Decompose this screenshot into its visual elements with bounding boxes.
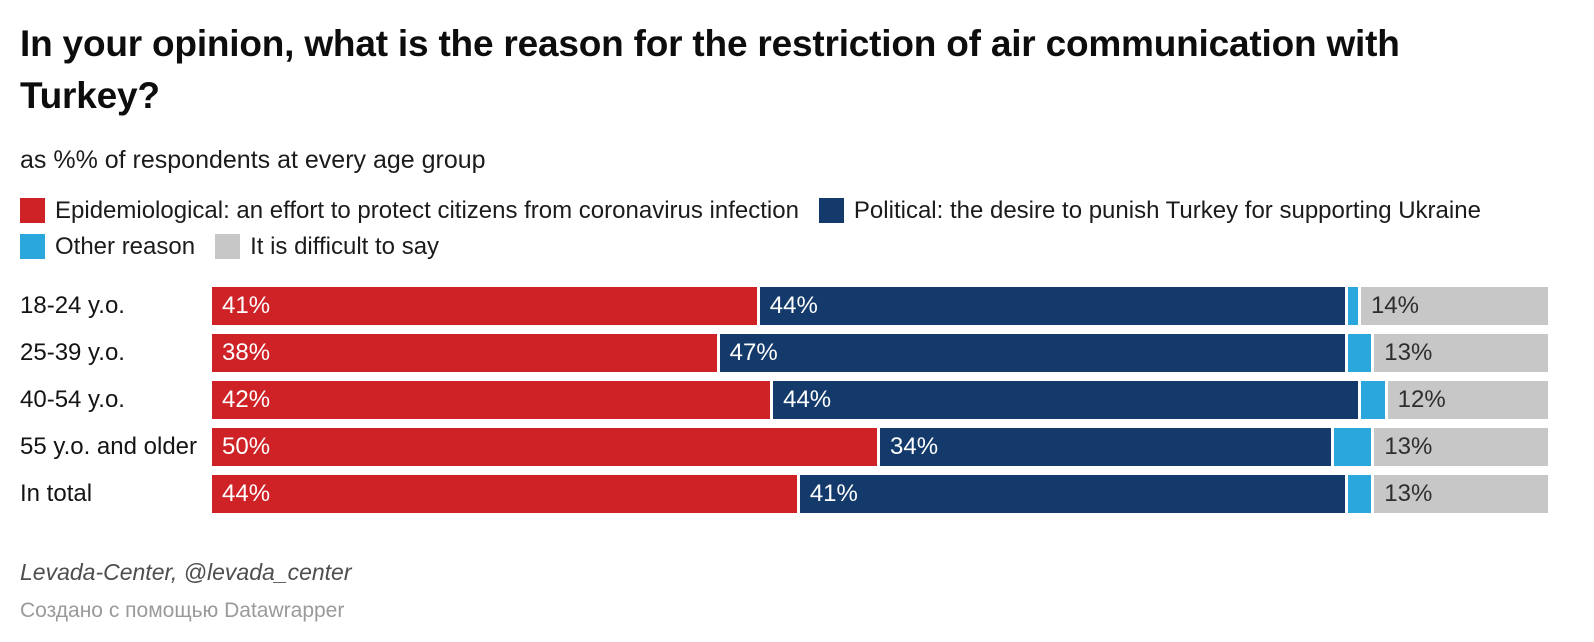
- segment-value-label: 13%: [1384, 479, 1433, 507]
- legend-swatch-icon: [20, 234, 45, 260]
- segment-value-label: 13%: [1384, 338, 1433, 366]
- legend-label: Other reason: [55, 232, 196, 260]
- bar-segment: 41%: [212, 286, 757, 325]
- chart-row: In total 44% 41% 13%: [20, 474, 1574, 513]
- row-label: 25-39 y.o.: [20, 338, 125, 366]
- source-note: Levada-Center, @levada_center: [20, 558, 352, 585]
- legend-label: Epidemiological: an effort to protect ci…: [55, 196, 799, 224]
- bar-segment: [1347, 286, 1358, 325]
- segment-value-label: 41%: [222, 291, 271, 319]
- legend-item-1: Political: the desire to punish Turkey f…: [818, 196, 1481, 225]
- segment-value-label: 50%: [222, 432, 271, 460]
- bar-segment: [1360, 380, 1385, 419]
- segment-value-label: 34%: [890, 432, 939, 460]
- row-label: 18-24 y.o.: [20, 291, 125, 319]
- bar-segment: 13%: [1374, 427, 1548, 466]
- row-label: 55 y.o. and older: [20, 432, 198, 460]
- segment-value-label: 47%: [729, 338, 778, 366]
- legend-swatch-icon: [215, 234, 241, 260]
- segment-value-label: 14%: [1370, 291, 1419, 319]
- bar-segment: 13%: [1374, 474, 1548, 513]
- bar-segment: 47%: [719, 333, 1345, 372]
- chart-row: 55 y.o. and older 50% 34% 13%: [20, 427, 1574, 466]
- bar-segment: 44%: [759, 286, 1345, 325]
- attribution-note: Создано с помощью Datawrapper: [20, 598, 345, 622]
- bar-segment: 44%: [773, 380, 1358, 419]
- segment-value-label: 44%: [222, 479, 271, 507]
- row-label: 40-54 y.o.: [20, 385, 125, 413]
- legend-item-3: It is difficult to say: [215, 233, 439, 261]
- legend-label: Political: the desire to punish Turkey f…: [853, 196, 1481, 224]
- bar-segment: 50%: [212, 427, 877, 466]
- chart-row: 40-54 y.o. 42% 44% 12%: [20, 380, 1574, 419]
- chart-rows: 18-24 y.o. 41% 44% 14% 25-39 y.o. 38% 47% 13% 40…: [20, 286, 1574, 513]
- segment-value-label: 42%: [222, 385, 271, 413]
- chart-footer: Levada-Center, @levada_center Создано с …: [20, 559, 1574, 623]
- legend: Epidemiological: an effort to protect ci…: [20, 197, 1574, 261]
- bar-track: 41% 44% 14%: [212, 286, 1548, 325]
- bar-segment: [1347, 333, 1372, 372]
- legend-swatch-icon: [20, 198, 45, 224]
- segment-value-label: 12%: [1397, 385, 1446, 413]
- bar-segment: 12%: [1387, 380, 1548, 419]
- segment-value-label: 13%: [1384, 432, 1433, 460]
- chart-title: In your opinion, what is the reason for …: [20, 23, 1400, 116]
- bar-track: 50% 34% 13%: [212, 427, 1548, 466]
- bar-segment: 42%: [212, 380, 771, 419]
- bar-segment: 44%: [212, 474, 797, 513]
- chart-row: 25-39 y.o. 38% 47% 13%: [20, 333, 1574, 372]
- bar-segment: [1347, 474, 1372, 513]
- bar-segment: 34%: [880, 427, 1332, 466]
- segment-value-label: 38%: [222, 338, 271, 366]
- chart-row: 18-24 y.o. 41% 44% 14%: [20, 286, 1574, 325]
- row-label: In total: [20, 479, 93, 507]
- bar-segment: 41%: [799, 474, 1345, 513]
- bar-track: 44% 41% 13%: [212, 474, 1548, 513]
- legend-item-0: Epidemiological: an effort to protect ci…: [20, 197, 799, 225]
- segment-value-label: 44%: [783, 385, 832, 413]
- bar-segment: 13%: [1374, 333, 1548, 372]
- bar-track: 38% 47% 13%: [212, 333, 1548, 372]
- bar-track: 42% 44% 12%: [212, 380, 1548, 419]
- chart-subtitle: as %% of respondents at every age group: [20, 145, 486, 174]
- segment-value-label: 41%: [809, 479, 858, 507]
- bar-segment: [1334, 427, 1372, 466]
- bar-segment: 14%: [1360, 286, 1548, 325]
- legend-label: It is difficult to say: [250, 232, 440, 260]
- bar-segment: 38%: [212, 333, 717, 372]
- segment-value-label: 44%: [769, 291, 818, 319]
- legend-item-2: Other reason: [20, 233, 195, 261]
- legend-swatch-icon: [818, 198, 844, 224]
